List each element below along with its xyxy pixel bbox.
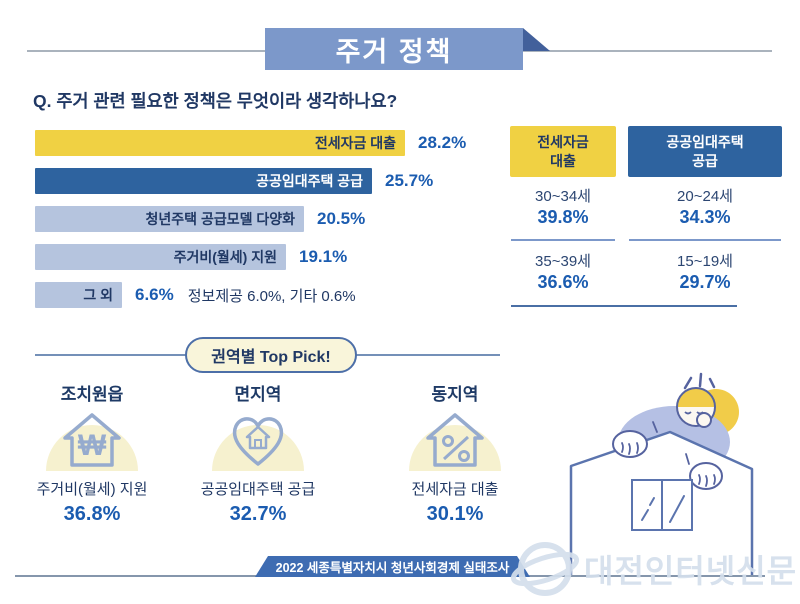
bar-label: 청년주택 공급모델 다양화 bbox=[145, 211, 295, 227]
bar-value: 25.7% bbox=[385, 171, 434, 190]
age-group-value: 29.7% bbox=[679, 272, 731, 292]
region-pick-myeon: 면지역 공공임대주택 공급 32.7% bbox=[178, 380, 338, 526]
region-name: 면지역 bbox=[234, 385, 282, 404]
region-value: 30.1% bbox=[426, 503, 484, 525]
panel-divider bbox=[511, 239, 615, 241]
bar-label: 그 외 bbox=[83, 287, 113, 303]
bar-value: 28.2% bbox=[418, 133, 467, 152]
bar-value: 20.5% bbox=[317, 209, 366, 228]
age-panel-header-public-rental: 공공임대주택 공급 bbox=[628, 126, 782, 177]
house-won-icon: ₩ bbox=[63, 413, 121, 467]
age-group: 35~39세 bbox=[535, 253, 591, 270]
bar-public-rental: 공공임대주택 공급 bbox=[35, 168, 372, 194]
bar-row-jeonse-loan: 전세자금 대출 28.2% bbox=[35, 130, 466, 156]
region-policy: 주거비(월세) 지원 bbox=[36, 481, 148, 498]
survey-question: Q. 주거 관련 필요한 정책은 무엇이라 생각하나요? bbox=[33, 91, 398, 111]
region-value: 32.7% bbox=[229, 503, 287, 525]
icon-wrap: ₩ bbox=[12, 409, 172, 471]
bar-youth-housing: 청년주택 공급모델 다양화 bbox=[35, 206, 304, 232]
bar-row-public-rental: 공공임대주택 공급 25.7% bbox=[35, 168, 433, 194]
svg-text:₩: ₩ bbox=[78, 429, 107, 462]
icon-wrap bbox=[178, 409, 338, 471]
house-percent-icon bbox=[426, 413, 484, 467]
bar-label: 공공임대주택 공급 bbox=[256, 173, 363, 189]
footer-source-banner: 2022 세종특별자치시 청년사회경제 실태조사 bbox=[255, 556, 530, 577]
region-pick-dong: 동지역 전세자금 대출 30.1% bbox=[375, 380, 535, 526]
age-group: 30~34세 bbox=[535, 188, 591, 205]
age-group-value: 39.8% bbox=[537, 207, 589, 227]
heart-house-icon bbox=[232, 417, 284, 466]
bar-label: 전세자금 대출 bbox=[314, 135, 396, 151]
icon-wrap bbox=[375, 409, 535, 471]
top-pick-badge: 권역별 Top Pick! bbox=[185, 337, 357, 373]
watermark-text: 대전인터넷신문 bbox=[584, 553, 798, 589]
person-house-illustration-icon bbox=[569, 372, 754, 576]
bar-value: 6.6% bbox=[135, 285, 174, 304]
region-name: 동지역 bbox=[431, 385, 479, 404]
bar-other: 그 외 bbox=[35, 282, 122, 308]
panel-bottom-line bbox=[511, 305, 737, 307]
other-breakdown-note: 정보제공 6.0%, 기타 0.6% bbox=[187, 287, 356, 305]
age-group: 15~19세 bbox=[677, 253, 733, 270]
bar-row-rent-support: 주거비(월세) 지원 19.1% bbox=[35, 244, 347, 270]
bar-row-youth-housing: 청년주택 공급모델 다양화 20.5% bbox=[35, 206, 365, 232]
top-pick-badge-label: 권역별 Top Pick! bbox=[211, 349, 331, 366]
globe-icon bbox=[510, 542, 580, 596]
region-value: 36.8% bbox=[63, 503, 121, 525]
region-name: 조치원읍 bbox=[60, 385, 124, 404]
bar-label: 주거비(월세) 지원 bbox=[173, 249, 277, 265]
bar-value: 19.1% bbox=[299, 247, 348, 266]
page-title: 주거 정책 bbox=[335, 36, 453, 67]
footer-source-label: 2022 세종특별자치시 청년사회경제 실태조사 bbox=[275, 561, 510, 575]
panel-divider bbox=[629, 239, 781, 241]
region-policy: 전세자금 대출 bbox=[411, 481, 499, 498]
title-ribbon: 주거 정책 bbox=[265, 28, 523, 70]
age-group-value: 34.3% bbox=[679, 207, 731, 227]
bar-row-other: 그 외 6.6% 정보제공 6.0%, 기타 0.6% bbox=[35, 282, 356, 308]
bar-rent-support: 주거비(월세) 지원 bbox=[35, 244, 286, 270]
ribbon-fold-icon bbox=[523, 28, 550, 51]
bar-jeonse-loan: 전세자금 대출 bbox=[35, 130, 405, 156]
age-group: 20~24세 bbox=[677, 188, 733, 205]
watermark: 대전인터넷신문 bbox=[510, 536, 797, 602]
age-group-value: 36.6% bbox=[537, 272, 589, 292]
age-panel-header-jeonse: 전세자금 대출 bbox=[510, 126, 616, 177]
region-policy: 공공임대주택 공급 bbox=[200, 481, 316, 498]
region-pick-jochiwon: 조치원읍 ₩ 주거비(월세) 지원 36.8% bbox=[12, 380, 172, 526]
